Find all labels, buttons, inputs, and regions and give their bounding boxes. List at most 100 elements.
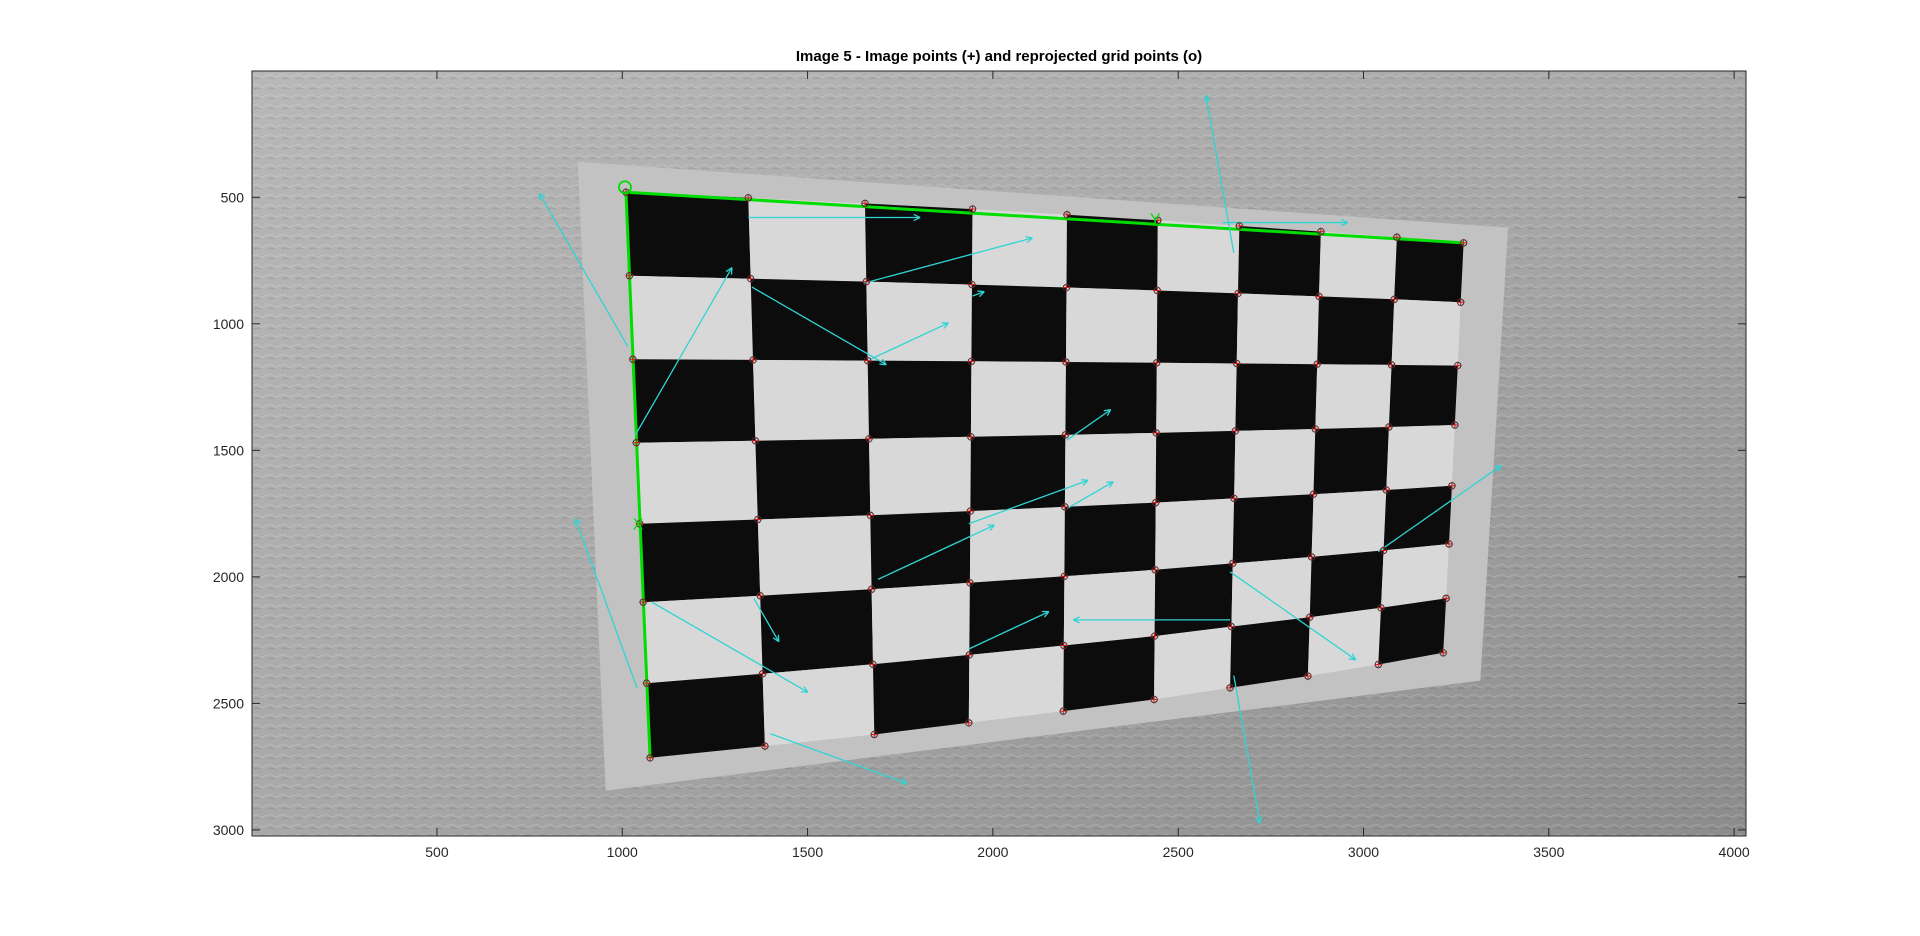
light-square — [1157, 220, 1240, 294]
x-tick-label: 500 — [425, 844, 449, 860]
image-point — [863, 356, 872, 365]
image-point — [1384, 422, 1393, 431]
dark-square — [1388, 364, 1458, 427]
dark-square — [1232, 494, 1314, 564]
light-square — [1066, 287, 1158, 363]
image-point — [1313, 360, 1322, 369]
light-square — [1386, 425, 1455, 490]
light-square — [1234, 429, 1316, 499]
dark-square — [867, 360, 972, 439]
image-point — [1231, 426, 1240, 435]
image-point — [1456, 298, 1465, 307]
light-square — [968, 645, 1064, 723]
image-point — [1061, 430, 1070, 439]
left-edge-line — [624, 192, 652, 758]
error-arrow — [1233, 675, 1263, 824]
image-point — [1439, 648, 1448, 657]
image-point — [1059, 641, 1068, 650]
chart-title: Image 5 - Image points (+) and reproject… — [796, 48, 1202, 65]
image-point — [1379, 546, 1388, 555]
image-point — [861, 199, 870, 208]
image-point — [756, 591, 765, 600]
image-point — [1311, 424, 1320, 433]
image-point — [1382, 485, 1391, 494]
error-arrow — [634, 267, 733, 436]
error-arrow — [1229, 571, 1357, 661]
error-arrows — [538, 94, 1502, 824]
image-point — [1232, 359, 1241, 368]
light-square — [1231, 556, 1312, 627]
x-tick-label: 1500 — [792, 844, 823, 860]
error-arrow — [1073, 616, 1231, 624]
image-point — [1387, 360, 1396, 369]
image-point — [1151, 498, 1160, 507]
image-point — [1152, 358, 1161, 367]
image-point — [635, 519, 644, 528]
light-square — [762, 664, 875, 747]
error-arrow — [1066, 408, 1112, 441]
image-point — [749, 355, 758, 364]
light-square — [866, 281, 972, 362]
image-point — [1153, 216, 1162, 225]
error-arrow — [770, 733, 908, 785]
error-arrow — [870, 322, 949, 360]
error-arrow — [748, 213, 921, 222]
image-point — [646, 753, 655, 762]
light-square — [757, 515, 872, 596]
y-tick-label: 1000 — [213, 316, 244, 332]
dark-square — [1235, 363, 1318, 431]
y-tick-label: 2500 — [213, 695, 244, 711]
error-arrow — [1203, 94, 1235, 254]
image-point — [1152, 428, 1161, 437]
image-point — [1150, 632, 1159, 641]
image-point — [1447, 481, 1456, 490]
image-point — [1315, 292, 1324, 301]
image-point — [1230, 494, 1239, 503]
checkerboard — [626, 192, 1464, 758]
image-point — [1392, 233, 1401, 242]
error-arrow — [968, 610, 1050, 650]
origin-marker — [618, 180, 632, 195]
image-point — [760, 742, 769, 751]
dark-square — [626, 192, 751, 279]
image-point — [758, 669, 767, 678]
error-arrow — [753, 598, 780, 643]
dark-square — [870, 511, 971, 590]
image-point — [753, 515, 762, 524]
dark-square — [1155, 430, 1236, 503]
dark-square — [1156, 290, 1238, 364]
dark-square — [646, 673, 765, 758]
light-square — [1311, 490, 1387, 557]
dark-square — [755, 438, 871, 520]
dark-square — [639, 519, 761, 603]
light-square — [753, 359, 869, 441]
axes-frame — [251, 70, 1747, 837]
dark-square — [1064, 502, 1156, 577]
x-axis-label: X — [633, 517, 644, 534]
image-point — [868, 660, 877, 669]
dark-square — [632, 359, 756, 443]
light-square — [1391, 299, 1461, 366]
corner-points — [621, 188, 1468, 762]
image-point — [1228, 559, 1237, 568]
dark-square — [1066, 214, 1158, 291]
x-tick-label: 1000 — [607, 844, 638, 860]
image-point — [1151, 565, 1160, 574]
image-point — [1450, 421, 1459, 430]
image-point — [967, 357, 976, 366]
board-grid-lines — [624, 190, 1464, 758]
dark-square — [1383, 485, 1452, 551]
plot-area: Y X — [252, 71, 1746, 836]
image-point — [628, 355, 637, 364]
image-point — [1459, 238, 1468, 247]
dark-square — [1065, 362, 1157, 435]
y-tick-label: 3000 — [213, 822, 244, 838]
error-arrow — [651, 601, 809, 693]
image-point — [1234, 289, 1243, 298]
image-point — [642, 679, 651, 688]
x-axis: 500 1000 1500 2000 2500 3000 3500 4000 — [425, 71, 1750, 860]
image-point — [1060, 502, 1069, 511]
image-point — [966, 432, 975, 441]
error-arrow — [972, 290, 985, 298]
